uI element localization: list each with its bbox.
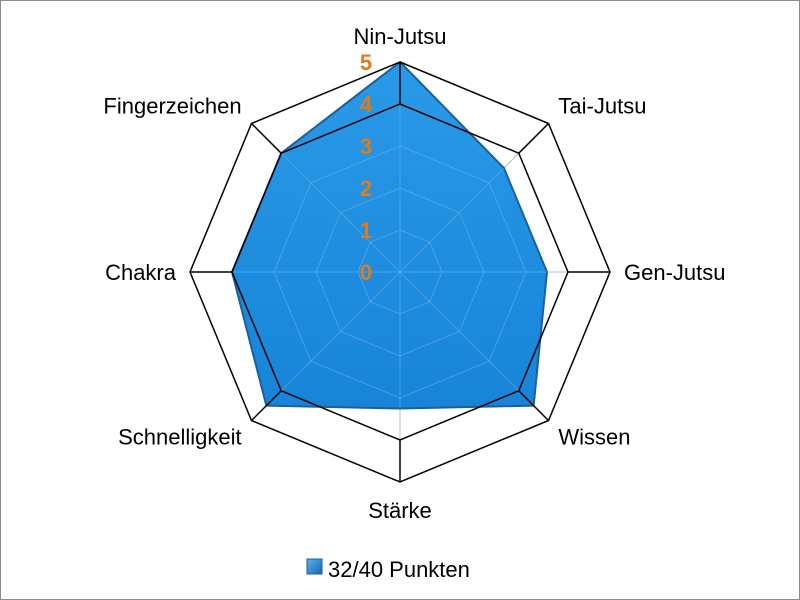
series-spoke-3 xyxy=(399,271,534,406)
tick-labels: 0 1 2 3 4 5 xyxy=(360,50,373,285)
tick-label-3: 3 xyxy=(360,134,372,159)
axis-label-3: Wissen xyxy=(558,424,630,449)
legend: 32/40 Punkten xyxy=(306,557,470,582)
tick-label-5: 5 xyxy=(360,50,372,75)
spoke-outer-5 xyxy=(250,390,282,422)
series-ring-3 xyxy=(273,145,527,399)
spoke-outer-3 xyxy=(518,390,550,422)
legend-label: 32/40 Punkten xyxy=(328,557,470,582)
series-layer xyxy=(231,61,569,441)
axis-label-5: Schnelligkeit xyxy=(118,424,242,449)
series-area-0 xyxy=(231,61,548,410)
series-ring-2 xyxy=(315,187,485,357)
axis-label-7: Fingerzeichen xyxy=(103,94,241,119)
axis-labels: Nin-Jutsu Tai-Jutsu Gen-Jutsu Wissen Stärke S… xyxy=(103,24,725,523)
series-spoke-5 xyxy=(266,271,401,406)
tick-label-4: 4 xyxy=(360,92,373,117)
axis-label-1: Tai-Jutsu xyxy=(558,94,646,119)
legend-swatch xyxy=(306,558,323,575)
axis-label-4: Stärke xyxy=(368,498,432,523)
axis-label-0: Nin-Jutsu xyxy=(354,24,447,49)
axis-label-2: Gen-Jutsu xyxy=(624,260,726,285)
tick-label-1: 1 xyxy=(360,218,372,243)
axis-label-6: Chakra xyxy=(105,260,177,285)
grid-outer xyxy=(189,61,611,483)
tick-label-2: 2 xyxy=(360,176,372,201)
series-spoke-1 xyxy=(399,167,505,273)
tick-label-0: 0 xyxy=(360,260,372,285)
spoke-outer-7 xyxy=(250,122,282,154)
series-ring-1 xyxy=(357,229,443,315)
spoke-outer-1 xyxy=(518,122,550,154)
